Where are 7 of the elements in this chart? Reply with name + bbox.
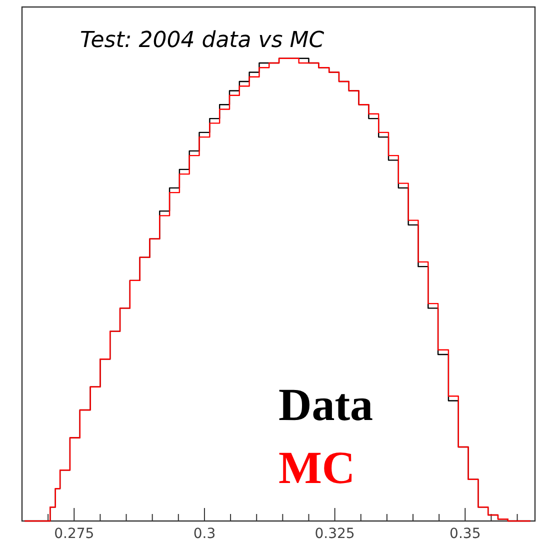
x-tick-label: 0.275 [54, 526, 94, 542]
x-tick-label: 0.325 [314, 526, 355, 542]
series-label: Data [278, 379, 374, 430]
text: MC [278, 442, 356, 493]
x-tick-label: 0.3 [193, 526, 216, 542]
x-tick-label: 0.35 [450, 526, 481, 542]
chart-title: Test: 2004 data vs MC [80, 28, 325, 53]
